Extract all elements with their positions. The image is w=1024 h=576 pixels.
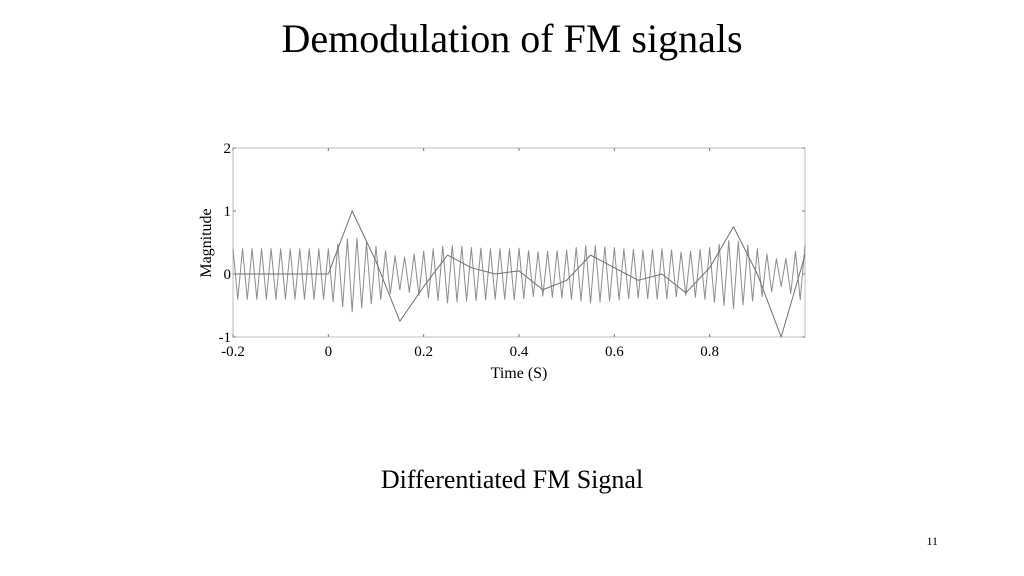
- y-tick-label: 1: [224, 204, 232, 220]
- slide-title: Demodulation of FM signals: [281, 16, 742, 61]
- plot-frame: [232, 147, 806, 338]
- x-tick-label: 0.8: [700, 344, 719, 360]
- signal-line: [233, 210, 806, 338]
- page-number: 11: [926, 534, 938, 548]
- x-tick-label: 0.4: [510, 344, 529, 360]
- x-tick-label: 0.2: [414, 344, 433, 360]
- y-tick-label: 2: [224, 141, 232, 157]
- x-tick-label: -0.2: [221, 344, 245, 360]
- caption: Differentiated FM Signal: [381, 465, 643, 494]
- y-axis-label: Magnitude: [198, 208, 215, 277]
- signal-line: [232, 237, 806, 313]
- x-tick-label: 0: [325, 344, 333, 360]
- y-tick-label: 0: [224, 267, 232, 283]
- x-tick-label: 0.6: [605, 344, 624, 360]
- x-axis-label: Time (S): [491, 365, 548, 382]
- y-tick-label: -1: [219, 330, 232, 346]
